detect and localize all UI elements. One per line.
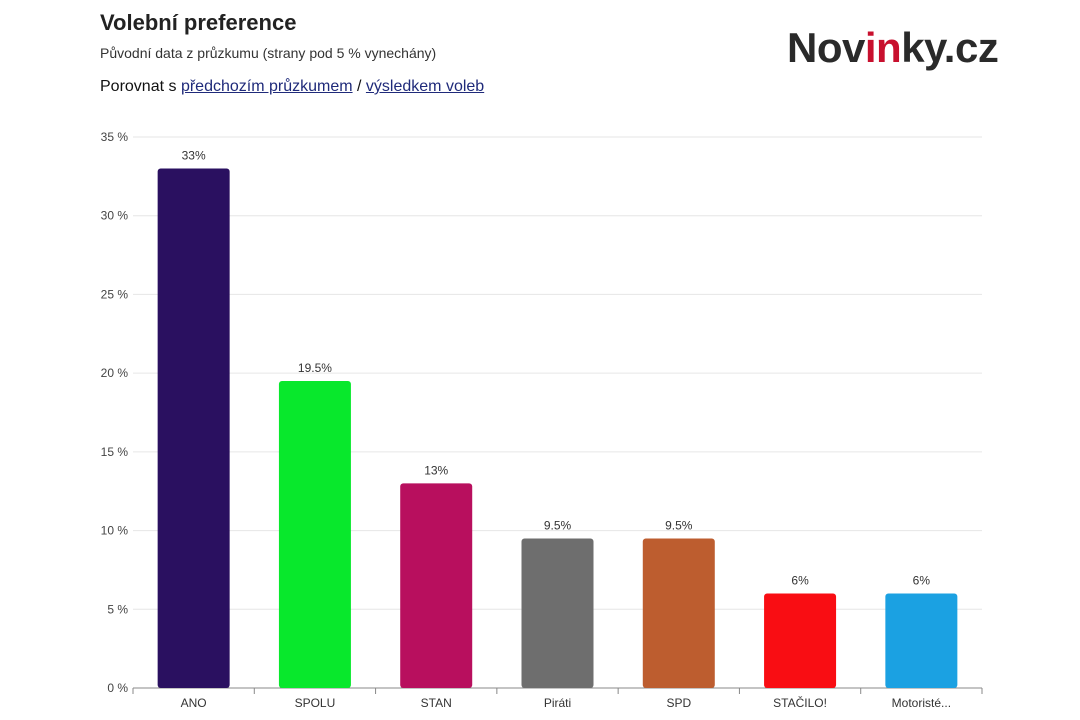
x-tick-label: ANO	[181, 696, 207, 710]
logo-part3: ky.cz	[901, 24, 999, 71]
data-label: 6%	[913, 574, 931, 588]
y-tick-label: 10 %	[101, 524, 129, 538]
x-tick-label: Motoristé...	[892, 696, 951, 710]
bar-STAČILO![interactable]	[764, 593, 837, 688]
bar-STAN[interactable]	[400, 483, 473, 688]
y-tick-label: 5 %	[107, 602, 128, 616]
data-label: 33%	[182, 148, 206, 162]
y-tick-label: 0 %	[107, 681, 128, 695]
bar-SPOLU[interactable]	[278, 381, 351, 688]
link-previous-survey[interactable]: předchozím průzkumem	[180, 78, 353, 95]
bar-SPD[interactable]	[642, 538, 715, 688]
novinky-logo[interactable]: Novinky.cz	[787, 24, 999, 72]
compare-separator: /	[357, 78, 362, 95]
chart-title: Volební preference	[100, 10, 297, 35]
x-tick-label: SPOLU	[295, 696, 336, 710]
y-tick-label: 20 %	[101, 366, 129, 380]
link-election-result[interactable]: výsledkem voleb	[365, 78, 485, 95]
bar-ANO[interactable]	[157, 168, 230, 688]
x-tick-label: STAČILO!	[773, 695, 827, 710]
bar-Motoristé...[interactable]	[885, 593, 958, 688]
logo-part1: Nov	[787, 24, 865, 71]
x-tick-label: Piráti	[544, 696, 571, 710]
y-tick-label: 35 %	[101, 130, 129, 144]
y-tick-label: 15 %	[101, 445, 129, 459]
chart-header: Volební preference Původní data z průzku…	[100, 10, 484, 96]
y-tick-label: 30 %	[101, 209, 129, 223]
x-tick-label: STAN	[421, 696, 452, 710]
logo-part2: in	[864, 24, 902, 71]
data-label: 6%	[791, 574, 809, 588]
x-tick-label: SPD	[666, 696, 691, 710]
compare-line: Porovnat s předchozím průzkumem / výsled…	[100, 78, 484, 96]
chart-subtitle: Původní data z průzkumu (strany pod 5 % …	[100, 45, 437, 61]
data-label: 13%	[424, 463, 448, 477]
data-label: 9.5%	[544, 518, 572, 532]
y-tick-label: 25 %	[101, 287, 129, 301]
data-label: 9.5%	[665, 518, 693, 532]
compare-prefix: Porovnat s	[100, 78, 177, 95]
data-label: 19.5%	[298, 361, 332, 375]
bar-Piráti[interactable]	[521, 538, 594, 688]
